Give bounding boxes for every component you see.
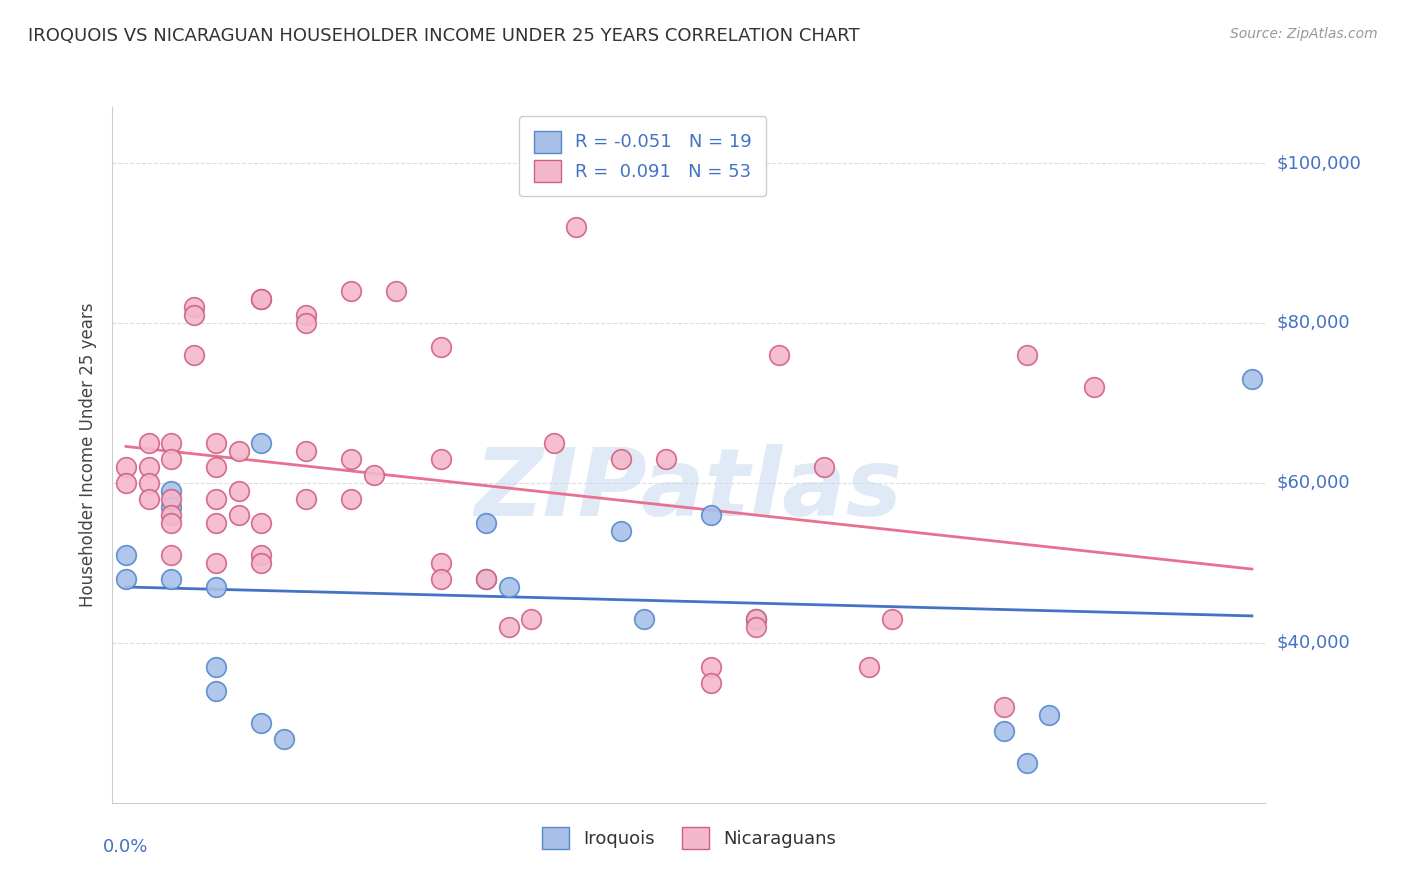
Point [700, 660, 723, 674]
Text: $100,000: $100,000 [1277, 154, 1362, 172]
Point [250, 556, 273, 570]
Point [160, 508, 183, 522]
Point [1015, 348, 1038, 362]
Point [138, 491, 160, 506]
Point [340, 491, 363, 506]
Point [205, 683, 228, 698]
Point [768, 348, 790, 362]
Point [138, 459, 160, 474]
Point [160, 500, 183, 514]
Point [1015, 756, 1038, 770]
Point [115, 548, 138, 562]
Point [228, 483, 250, 498]
Point [160, 451, 183, 466]
Point [138, 436, 160, 450]
Point [250, 292, 273, 306]
Point [115, 459, 138, 474]
Point [160, 436, 183, 450]
Point [498, 620, 520, 634]
Point [228, 508, 250, 522]
Point [363, 467, 385, 482]
Point [250, 436, 273, 450]
Point [205, 580, 228, 594]
Legend: Iroquois, Nicaraguans: Iroquois, Nicaraguans [527, 813, 851, 863]
Point [340, 284, 363, 298]
Point [115, 475, 138, 490]
Point [205, 660, 228, 674]
Point [205, 459, 228, 474]
Point [250, 292, 273, 306]
Point [858, 660, 880, 674]
Point [1038, 707, 1060, 722]
Point [1083, 380, 1105, 394]
Point [160, 483, 183, 498]
Point [183, 348, 205, 362]
Point [430, 451, 453, 466]
Point [183, 308, 205, 322]
Point [160, 548, 183, 562]
Text: $60,000: $60,000 [1277, 474, 1351, 491]
Point [205, 436, 228, 450]
Point [813, 459, 835, 474]
Point [655, 451, 678, 466]
Text: $80,000: $80,000 [1277, 314, 1351, 332]
Point [205, 556, 228, 570]
Point [700, 676, 723, 690]
Point [295, 308, 318, 322]
Point [295, 491, 318, 506]
Point [138, 475, 160, 490]
Point [633, 612, 655, 626]
Point [228, 444, 250, 458]
Point [543, 436, 565, 450]
Point [745, 612, 768, 626]
Point [115, 572, 138, 586]
Point [273, 731, 295, 746]
Point [250, 715, 273, 730]
Point [498, 580, 520, 594]
Point [205, 516, 228, 530]
Point [880, 612, 903, 626]
Text: 0.0%: 0.0% [103, 838, 149, 855]
Point [993, 699, 1015, 714]
Text: ZIPatlas: ZIPatlas [475, 443, 903, 536]
Text: Source: ZipAtlas.com: Source: ZipAtlas.com [1230, 27, 1378, 41]
Y-axis label: Householder Income Under 25 years: Householder Income Under 25 years [79, 302, 97, 607]
Point [385, 284, 408, 298]
Point [520, 612, 543, 626]
Point [475, 572, 498, 586]
Point [565, 219, 588, 234]
Point [160, 516, 183, 530]
Point [993, 723, 1015, 738]
Point [475, 516, 498, 530]
Point [205, 491, 228, 506]
Point [475, 572, 498, 586]
Point [295, 316, 318, 330]
Point [745, 612, 768, 626]
Point [610, 451, 633, 466]
Point [745, 620, 768, 634]
Point [295, 444, 318, 458]
Point [340, 451, 363, 466]
Text: IROQUOIS VS NICARAGUAN HOUSEHOLDER INCOME UNDER 25 YEARS CORRELATION CHART: IROQUOIS VS NICARAGUAN HOUSEHOLDER INCOM… [28, 27, 859, 45]
Point [160, 572, 183, 586]
Point [1240, 372, 1263, 386]
Point [250, 548, 273, 562]
Point [700, 508, 723, 522]
Point [430, 556, 453, 570]
Point [183, 300, 205, 314]
Point [250, 516, 273, 530]
Point [430, 340, 453, 354]
Point [160, 491, 183, 506]
Text: $40,000: $40,000 [1277, 634, 1351, 652]
Point [430, 572, 453, 586]
Point [610, 524, 633, 538]
